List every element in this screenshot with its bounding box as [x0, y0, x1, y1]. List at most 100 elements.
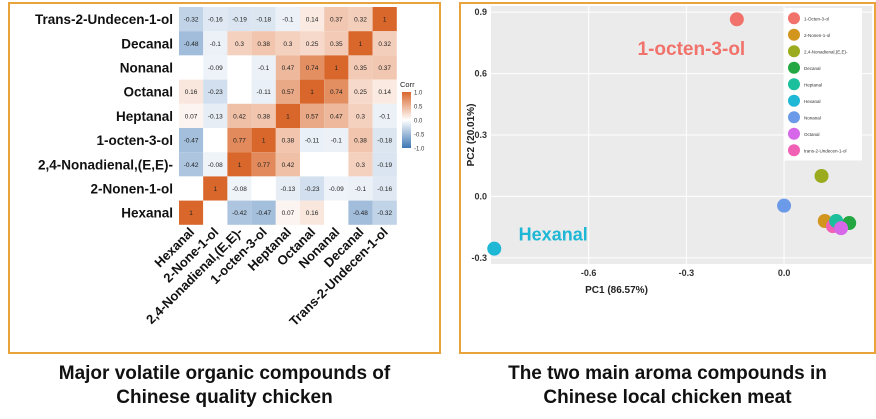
cell-value-label: -0.09: [208, 65, 223, 72]
cell-value-label: 0.14: [378, 89, 391, 96]
heatmap-cell: [179, 31, 204, 56]
legend-swatch: [788, 28, 800, 41]
cell-value-label: 0.38: [257, 113, 270, 120]
cell-value-label: -0.1: [282, 17, 294, 24]
cell-value-label: 0.37: [330, 17, 343, 24]
cell-value-label: 0.77: [257, 162, 270, 169]
legend-tick-label: -0.5: [414, 133, 425, 139]
heatmap-cell-empty: [203, 128, 228, 153]
legend-tick-label: 1.0: [414, 91, 423, 97]
heatmap-cell: [275, 200, 300, 225]
legend-label-hexanal: Hexanal: [804, 99, 821, 104]
legend-title: Corr: [400, 80, 415, 89]
row-label-trans-2-undecen-1-ol: Trans-2-Undecen-1-ol: [35, 12, 173, 27]
y-tick-label: 0.3: [474, 130, 487, 140]
cell-value-label: 1: [189, 210, 193, 217]
heatmap-cell: [203, 31, 228, 56]
heatmap-cell: [251, 152, 276, 177]
cell-value-label: 0.25: [306, 41, 319, 48]
heatmap-cell: [348, 55, 373, 80]
cell-value-label: 1: [213, 186, 217, 193]
heatmap-cell: [348, 31, 373, 56]
heatmap-cell: [251, 31, 276, 56]
y-tick-label: 0.6: [474, 69, 487, 79]
heatmap-cell: [300, 103, 325, 128]
legend-swatch: [788, 61, 800, 74]
heatmap-cell: [300, 7, 325, 32]
heatmap-cell: [203, 176, 228, 201]
cell-value-label: -0.11: [305, 138, 320, 145]
cell-value-label: -0.1: [258, 65, 270, 72]
heatmap-cell: [275, 152, 300, 177]
cell-value-label: 0.3: [283, 41, 292, 48]
x-tick-label: 0.0: [778, 268, 791, 278]
legend-swatch: [788, 12, 800, 25]
legend-swatch: [788, 45, 800, 58]
cell-value-label: -0.47: [256, 210, 271, 217]
cell-value-label: 0.57: [282, 89, 295, 96]
heatmap-cell: [203, 55, 228, 80]
heatmap-cell: [275, 103, 300, 128]
cell-value-label: -0.11: [257, 89, 272, 96]
row-label-decanal: Decanal: [121, 36, 173, 51]
cell-value-label: 0.42: [233, 113, 246, 120]
heatmap-cell: [275, 31, 300, 56]
heatmap-cell: [251, 7, 276, 32]
heatmap-cell: [324, 128, 349, 153]
legend-swatch: [788, 78, 800, 91]
cell-value-label: 1: [383, 17, 387, 24]
cell-value-label: 0.38: [257, 41, 270, 48]
cell-value-label: 0.35: [330, 41, 343, 48]
heatmap-cell: [251, 55, 276, 80]
cell-value-label: 0.37: [378, 65, 391, 72]
heatmap-cell: [227, 200, 252, 225]
heatmap-cell: [227, 152, 252, 177]
heatmap-cell: [300, 31, 325, 56]
heatmap-cell: [372, 176, 397, 201]
y-axis-label: PC2 (20.01%): [466, 104, 477, 167]
right-caption-line2: Chinese local chicken meat: [543, 387, 792, 408]
cell-value-label: 0.74: [330, 89, 343, 96]
heatmap-cell: [372, 128, 397, 153]
cell-value-label: -0.48: [184, 41, 199, 48]
cell-value-label: 0.38: [354, 138, 367, 145]
cell-value-label: -0.1: [210, 41, 222, 48]
heatmap-cell-empty: [179, 176, 204, 201]
heatmap-cell: [275, 79, 300, 104]
heatmap-cell: [372, 103, 397, 128]
heatmap-cell: [372, 7, 397, 32]
cell-value-label: 0.07: [282, 210, 295, 217]
cell-value-label: -0.1: [331, 138, 343, 145]
cell-value-label: 0.32: [354, 17, 367, 24]
cell-value-label: 0.47: [330, 113, 343, 120]
heatmap-cell: [275, 7, 300, 32]
legend-label-trans-2-undecen-1-ol: trans-2-Undecen-1-ol: [804, 148, 847, 153]
legend-swatch: [788, 111, 800, 124]
cell-value-label: 0.38: [282, 138, 295, 145]
heatmap-cell: [227, 176, 252, 201]
cell-value-label: 0.16: [185, 89, 198, 96]
heatmap-cell: [203, 152, 228, 177]
heatmap-cell: [324, 55, 349, 80]
heatmap-cell: [203, 79, 228, 104]
legend-tick-label: -1.0: [414, 147, 425, 153]
correlation-heatmap: Trans-2-Undecen-1-ol Decanal Nonanal Octana…: [35, 7, 425, 329]
y-tick-label: 0.9: [474, 7, 487, 17]
heatmap-cell: [251, 79, 276, 104]
cell-value-label: 1: [238, 162, 242, 169]
heatmap-cell: [324, 7, 349, 32]
x-tick-label: -0.6: [581, 268, 597, 278]
x-axis-label: PC1 (86.57%): [585, 285, 648, 296]
heatmap-cell: [179, 128, 204, 153]
heatmap-cell: [275, 128, 300, 153]
legend-tick-label: 0.0: [414, 119, 423, 125]
cell-value-label: 0.3: [235, 41, 244, 48]
legend-colorbar: [402, 92, 411, 148]
heatmap-cell: [300, 55, 325, 80]
cell-value-label: 0.3: [356, 162, 365, 169]
heatmap-cell: [203, 7, 228, 32]
cell-value-label: 0.57: [306, 113, 319, 120]
cell-value-label: -0.08: [232, 186, 247, 193]
heatmap-cell: [275, 55, 300, 80]
cell-value-label: 0.47: [282, 65, 295, 72]
